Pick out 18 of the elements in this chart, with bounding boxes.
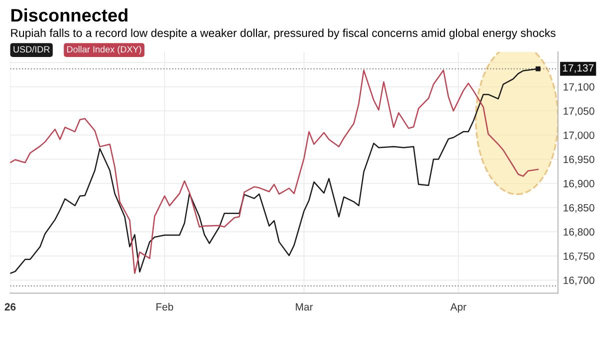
y-tick-label: 16,700 — [564, 276, 594, 286]
chart-title: Disconnected — [11, 8, 128, 22]
text: Dollar Index (DXY) — [67, 46, 142, 54]
y-tick-label: 16,900 — [564, 180, 594, 189]
text: USD/IDR — [14, 46, 50, 53]
x-tick-label: 26 — [4, 303, 16, 311]
annotation: 17,137 — [562, 64, 594, 73]
chart-subtitle: Rupiah falls to a record low despite a weaker dollar, pressured by fiscal concerns amid global energy shocks — [11, 28, 556, 40]
y-tick-label: 16,750 — [564, 252, 594, 262]
y-tick-label: 16,850 — [564, 204, 594, 213]
y-tick-label: 16,800 — [564, 228, 594, 237]
x-tick-label: Apr — [450, 303, 466, 313]
y-tick-label: 16,950 — [564, 156, 594, 164]
x-tick-label: Feb — [156, 302, 174, 311]
x-tick-label: Mar — [296, 303, 313, 311]
y-tick-label: 17,050 — [564, 107, 594, 116]
y-tick-label: 17,100 — [564, 83, 594, 92]
y-tick-label: 17,000 — [564, 132, 594, 140]
